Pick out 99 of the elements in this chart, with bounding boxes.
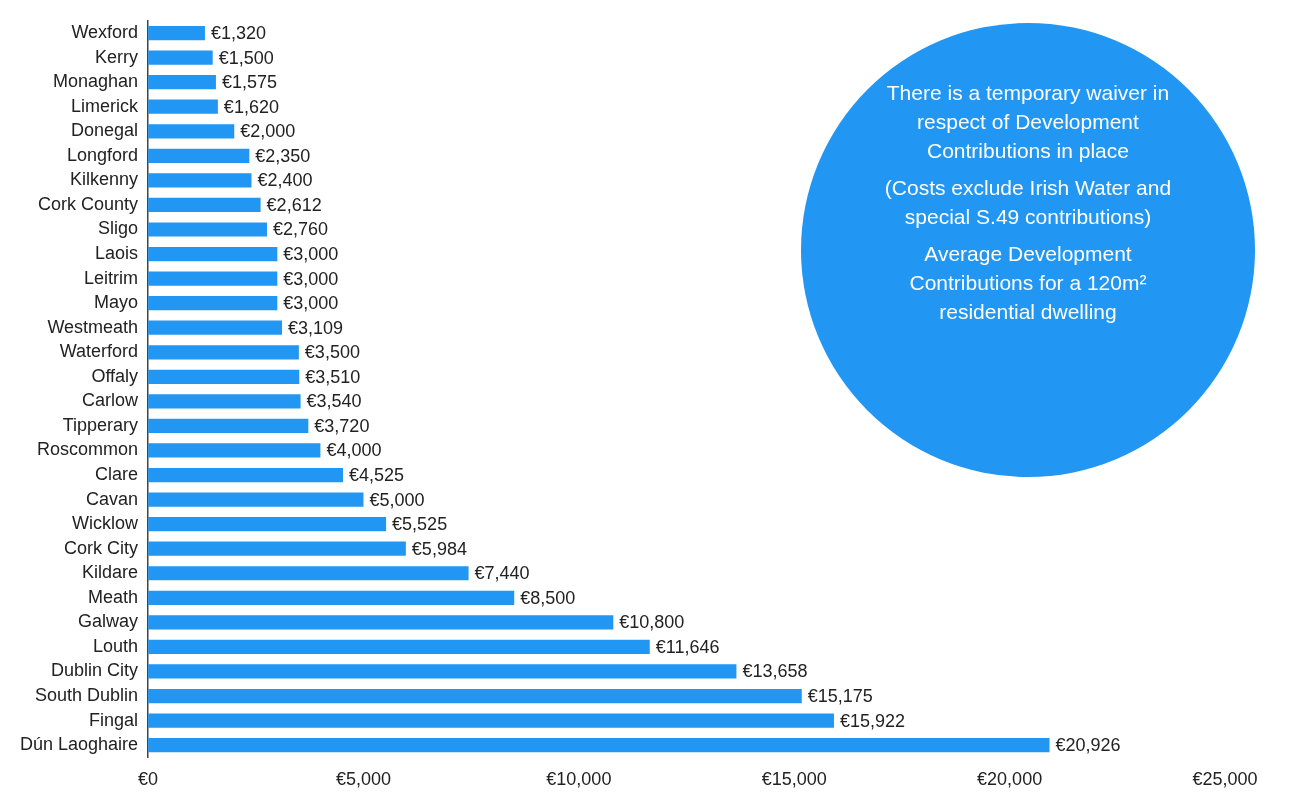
x-tick-label: €15,000 <box>761 769 827 790</box>
data-label: €3,000 <box>283 268 339 289</box>
bar <box>148 443 321 458</box>
data-label: €5,525 <box>392 514 448 535</box>
bar <box>148 99 218 114</box>
bar <box>148 148 250 163</box>
data-label: €3,109 <box>288 317 344 338</box>
y-tick-label: Laois <box>95 243 139 264</box>
y-tick-label: Fingal <box>89 709 139 730</box>
bar <box>148 467 344 483</box>
data-label: €3,540 <box>306 391 362 412</box>
annotation: (Costs exclude Irish Water and special S.49 contributions) <box>883 175 1173 230</box>
y-tick-label: Westmeath <box>47 316 139 337</box>
data-label: €3,510 <box>305 366 361 387</box>
bar <box>148 369 300 384</box>
annotation: There is a temporary waiver in respect of Development Contributions in place <box>885 80 1171 164</box>
bar <box>148 25 205 41</box>
bar <box>148 320 283 335</box>
data-label: €7,440 <box>474 563 530 584</box>
y-tick-label: Kildare <box>82 562 139 583</box>
x-tick-label: €0 <box>138 769 159 790</box>
y-tick-label: Cavan <box>86 488 139 509</box>
bar <box>148 566 469 581</box>
bar <box>148 738 1050 753</box>
data-label: €1,575 <box>221 72 277 93</box>
y-tick-label: Wicklow <box>72 513 140 534</box>
y-tick-label: Donegal <box>71 120 139 141</box>
y-tick-label: Mayo <box>94 292 139 313</box>
bar <box>148 222 267 237</box>
bar <box>148 615 614 630</box>
y-tick-label: Sligo <box>98 218 139 239</box>
data-label: €2,612 <box>266 194 322 215</box>
y-tick-label: Meath <box>88 586 139 607</box>
bar <box>148 75 216 90</box>
data-label: €3,000 <box>283 293 339 314</box>
y-tick-label: Carlow <box>82 390 140 411</box>
data-label: €2,760 <box>272 219 329 240</box>
bar <box>148 271 278 286</box>
data-label: €3,720 <box>314 415 370 436</box>
data-label: €15,175 <box>807 685 873 706</box>
bar <box>148 124 235 139</box>
data-label: €1,620 <box>223 96 279 117</box>
data-label: €11,646 <box>655 636 720 657</box>
data-label: €15,922 <box>839 710 906 731</box>
x-tick-label: €5,000 <box>335 769 391 790</box>
y-tick-label: Limerick <box>71 95 140 116</box>
data-label: €2,000 <box>240 121 296 142</box>
y-tick-label: Clare <box>95 464 139 485</box>
data-label: €3,000 <box>283 244 339 265</box>
data-label: €1,320 <box>210 23 267 44</box>
y-tick-label: Longford <box>67 144 139 165</box>
bar <box>148 688 802 704</box>
y-tick-label: Cork County <box>38 193 139 214</box>
bar <box>148 517 387 532</box>
y-tick-label: Offaly <box>91 365 139 386</box>
data-label: €4,000 <box>326 440 382 461</box>
y-tick-label: Monaghan <box>53 71 139 92</box>
y-tick-label: Wexford <box>71 22 139 43</box>
x-tick-label: €10,000 <box>546 769 612 790</box>
data-label: €20,926 <box>1055 735 1121 756</box>
data-label: €8,500 <box>520 587 576 608</box>
data-label: €1,500 <box>218 47 274 68</box>
y-tick-label: Kerry <box>95 46 139 67</box>
y-tick-label: Tipperary <box>62 414 139 435</box>
data-label: €10,800 <box>619 612 685 633</box>
data-label: €3,500 <box>304 342 360 363</box>
y-tick-label: Dún Laoghaire <box>20 734 139 755</box>
bar <box>148 296 278 311</box>
bar <box>148 541 406 556</box>
y-tick-label: Galway <box>78 611 139 632</box>
bar <box>148 50 213 65</box>
bar <box>148 345 299 360</box>
bar <box>148 590 515 605</box>
bar <box>148 492 364 507</box>
bar <box>148 197 261 213</box>
annotation: Average Development Contributions for a 120m² residential dwelling <box>908 241 1148 325</box>
bar <box>148 394 301 409</box>
bar <box>148 173 252 188</box>
y-tick-label: Waterford <box>59 341 139 362</box>
bar <box>148 664 737 679</box>
data-label: €5,984 <box>411 538 467 559</box>
bar <box>148 418 309 434</box>
data-label: €13,658 <box>742 661 808 682</box>
bar <box>148 713 834 728</box>
bar <box>148 246 278 262</box>
y-tick-label: Dublin City <box>51 660 139 681</box>
y-tick-label: Louth <box>93 635 139 656</box>
data-label: €2,400 <box>257 170 313 191</box>
y-tick-label: Cork City <box>64 537 139 558</box>
x-tick-label: €25,000 <box>1192 769 1258 790</box>
x-tick-label: €20,000 <box>977 769 1043 790</box>
bar <box>148 639 650 655</box>
data-label: €5,000 <box>369 489 425 510</box>
data-label: €4,525 <box>349 465 405 486</box>
y-tick-label: South Dublin <box>35 684 139 705</box>
y-tick-label: Roscommon <box>37 439 139 460</box>
y-tick-label: Kilkenny <box>70 169 139 190</box>
y-tick-label: Leitrim <box>84 267 139 288</box>
data-label: €2,350 <box>255 145 311 166</box>
